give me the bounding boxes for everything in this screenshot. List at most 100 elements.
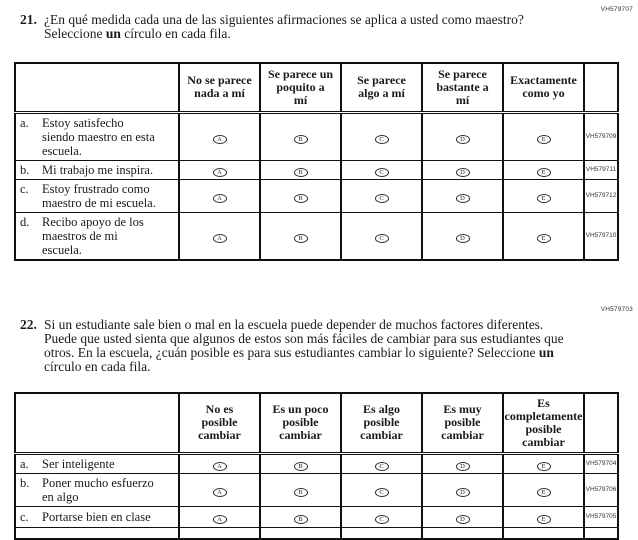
row-code: VH579711	[583, 159, 619, 180]
option-cell: C	[340, 505, 423, 528]
answer-bubble-e[interactable]: E	[536, 194, 551, 204]
answer-bubble-d[interactable]: D	[455, 234, 470, 244]
option-cell: B	[259, 159, 342, 180]
statement-cell: d. Recibo apoyo de los maestros de mi esc…	[14, 211, 180, 260]
option-cell: B	[259, 505, 342, 528]
column-header-label: Se parece un poquito a mí	[267, 66, 334, 107]
option-cell: A	[178, 452, 261, 474]
answer-bubble-d[interactable]: D	[455, 488, 470, 498]
option-cell: D	[421, 472, 504, 507]
answer-bubble-b[interactable]: B	[293, 194, 308, 204]
option-cell: D	[421, 159, 504, 180]
row-letter: c.	[20, 509, 29, 524]
header-row: No es posible cambiar Es un poco posible…	[14, 392, 619, 455]
answer-bubble-b[interactable]: B	[293, 462, 308, 472]
option-cell: A	[178, 505, 261, 528]
text-segment: círculo en cada fila.	[44, 359, 151, 374]
answer-bubble-e[interactable]: E	[536, 168, 551, 178]
answer-bubble-e[interactable]: E	[536, 234, 551, 244]
answer-bubble-a[interactable]: A	[212, 515, 227, 525]
answer-bubble-a[interactable]: A	[212, 234, 227, 244]
row-letter: c.	[20, 181, 29, 196]
option-cell: D	[421, 111, 504, 161]
question-text: ¿En qué medida cada una de las siguiente…	[44, 13, 536, 41]
statement-cell: b. Mi trabajo me inspira.	[14, 159, 180, 180]
answer-bubble-c[interactable]: C	[374, 234, 389, 244]
row-code: VH579705	[583, 505, 619, 528]
row-letter: d.	[20, 214, 30, 229]
answer-bubble-a[interactable]: A	[212, 462, 227, 472]
option-cell: B	[259, 211, 342, 260]
table-row: a. Ser inteligente A B C D E VH579704	[14, 452, 619, 474]
answer-bubble-c[interactable]: C	[374, 488, 389, 498]
question-22: 22. Si un estudiante sale bien o mal en …	[20, 318, 566, 374]
answer-bubble-d[interactable]: D	[455, 194, 470, 204]
row-text: Recibo apoyo de los maestros de mi escue…	[42, 214, 144, 257]
row-code: VH579712	[583, 178, 619, 213]
answer-bubble-b[interactable]: B	[293, 135, 308, 145]
answer-bubble-e[interactable]: E	[536, 462, 551, 472]
column-header-label: No se parece nada a mí	[187, 73, 252, 101]
question-21-table: No se parece nada a mí Se parece un poqu…	[14, 62, 619, 261]
row-letter: b.	[20, 162, 30, 177]
answer-bubble-c[interactable]: C	[374, 462, 389, 472]
column-header: Exactamente como yo	[502, 62, 585, 114]
answer-bubble-d[interactable]: D	[455, 135, 470, 145]
column-header-label: Es algo posible cambiar	[360, 402, 403, 443]
option-cell: E	[502, 111, 585, 161]
row-text: Estoy satisfecho siendo maestro en esta …	[42, 115, 155, 158]
header-row: No se parece nada a mí Se parece un poqu…	[14, 62, 619, 114]
column-header: Es completamente posible cambiar	[502, 392, 585, 455]
answer-bubble-a[interactable]: A	[212, 168, 227, 178]
answer-bubble-a[interactable]: A	[212, 135, 227, 145]
answer-bubble-b[interactable]: B	[293, 488, 308, 498]
option-cell: A	[178, 111, 261, 161]
answer-bubble-c[interactable]: C	[374, 168, 389, 178]
answer-bubble-e[interactable]: E	[536, 488, 551, 498]
answer-bubble-a[interactable]: A	[212, 194, 227, 204]
statement-header-cell	[14, 392, 180, 455]
answer-bubble-d[interactable]: D	[455, 168, 470, 178]
statement-cell: a. Estoy satisfecho siendo maestro en est…	[14, 111, 180, 161]
answer-bubble-c[interactable]: C	[374, 135, 389, 145]
option-cell: B	[259, 178, 342, 213]
answer-bubble-b[interactable]: B	[293, 234, 308, 244]
row-text: Portarse bien en clase	[42, 509, 151, 524]
answer-bubble-e[interactable]: E	[536, 515, 551, 525]
option-cell: E	[502, 211, 585, 260]
option-cell: D	[421, 505, 504, 528]
row-text: Estoy frustrado como maestro de mi escue…	[42, 181, 156, 210]
text-segment: círculo en cada fila.	[120, 26, 231, 41]
option-cell: C	[340, 111, 423, 161]
option-cell: C	[340, 178, 423, 213]
statement-cell: b. Poner mucho esfuerzo en algo	[14, 472, 180, 507]
row-code: VH579706	[583, 472, 619, 507]
option-cell: E	[502, 505, 585, 528]
row-code: VH579709	[583, 111, 619, 161]
answer-bubble-e[interactable]: E	[536, 135, 551, 145]
column-header: Es muy posible cambiar	[421, 392, 504, 455]
row-letter: a.	[20, 456, 29, 471]
answer-bubble-b[interactable]: B	[293, 168, 308, 178]
row-code: VH579704	[583, 452, 619, 474]
table-row: c. Estoy frustrado como maestro de mi esc…	[14, 178, 619, 213]
row-text: Ser inteligente	[42, 456, 115, 471]
answer-bubble-c[interactable]: C	[374, 515, 389, 525]
column-header-label: Se parece algo a mí	[357, 73, 406, 101]
column-header: Se parece bastante a mí	[421, 62, 504, 114]
answer-bubble-d[interactable]: D	[455, 515, 470, 525]
question-text: Si un estudiante sale bien o mal en la e…	[44, 318, 566, 374]
answer-bubble-d[interactable]: D	[455, 462, 470, 472]
row-text: Poner mucho esfuerzo en algo	[42, 475, 154, 504]
answer-bubble-b[interactable]: B	[293, 515, 308, 525]
answer-bubble-c[interactable]: C	[374, 194, 389, 204]
bold-word: un	[105, 26, 121, 41]
answer-bubble-a[interactable]: A	[212, 488, 227, 498]
column-header-label: Se parece bastante a mí	[436, 66, 489, 107]
option-cell: E	[502, 159, 585, 180]
column-header-label: No es posible cambiar	[198, 402, 241, 443]
option-cell: D	[421, 178, 504, 213]
questionnaire-page: { "question21": { "number": "21.", "text…	[14, 6, 633, 540]
table-row: d. Recibo apoyo de los maestros de mi esc…	[14, 211, 619, 260]
text-segment: Si un estudiante sale bien o mal en la e…	[44, 317, 564, 360]
